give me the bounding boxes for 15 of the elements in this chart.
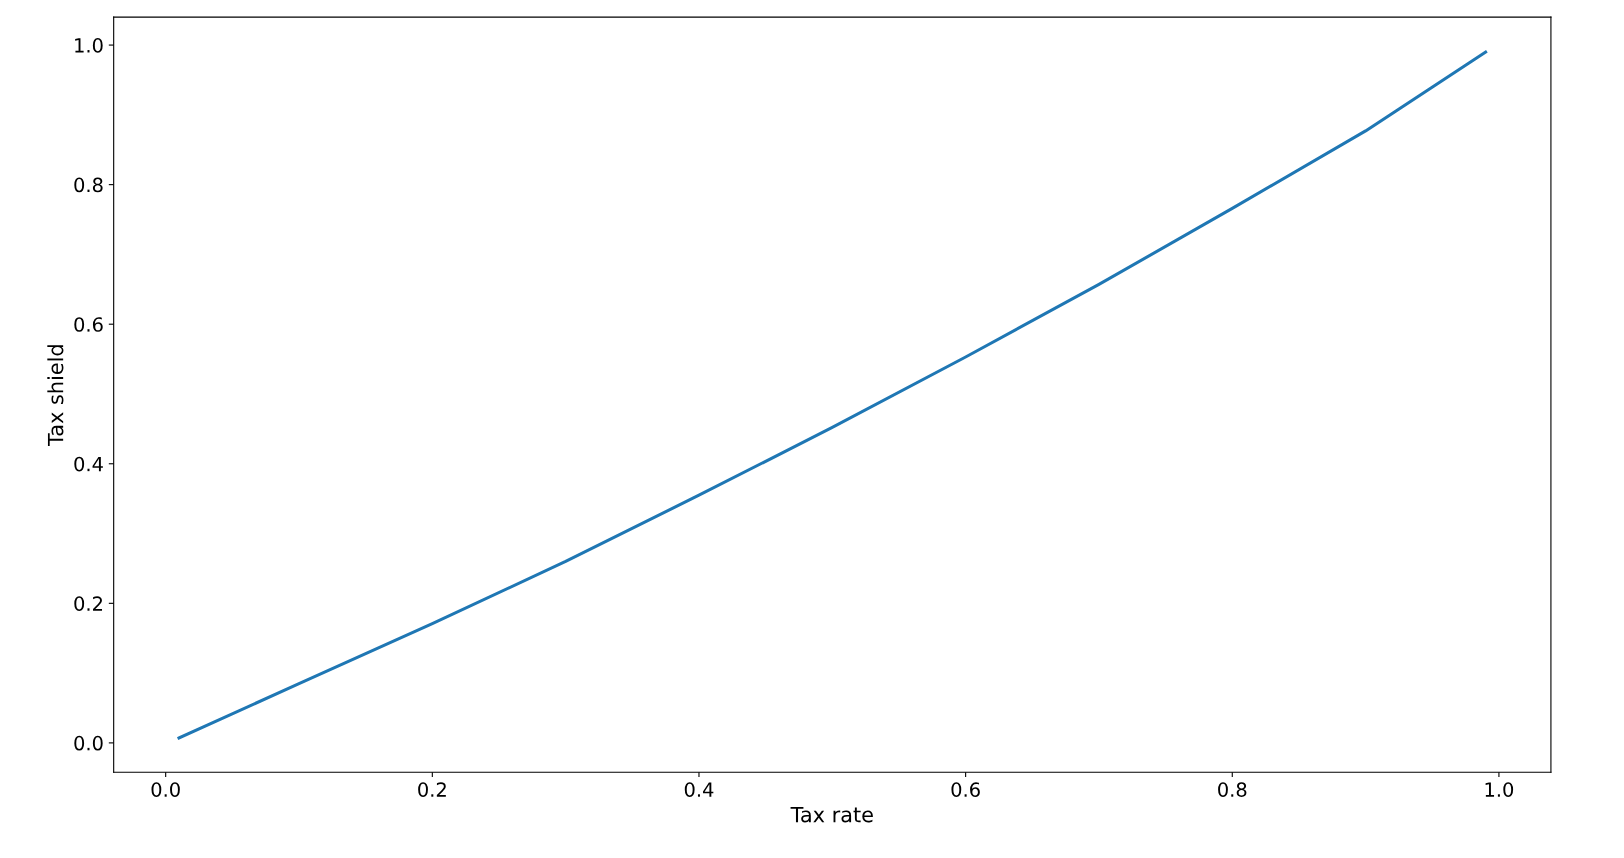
line-series bbox=[177, 50, 1488, 740]
x-tick-label: 0.6 bbox=[951, 782, 980, 797]
y-axis-title: Tax shield bbox=[47, 345, 64, 447]
y-tick-label: 0.0 bbox=[74, 735, 103, 751]
y-tick-label: 0.8 bbox=[74, 177, 103, 193]
y-tick-label: 0.6 bbox=[74, 317, 103, 332]
x-tick-label: 0.8 bbox=[1218, 782, 1247, 797]
y-tick-label: 0.2 bbox=[74, 596, 103, 611]
x-tick-label: 0.0 bbox=[151, 782, 180, 797]
y-tick-label: 1.0 bbox=[75, 38, 103, 53]
x-tick-label: 0.4 bbox=[684, 782, 714, 797]
x-tick-label: 1.0 bbox=[1485, 782, 1514, 797]
x-tick-label: 0.2 bbox=[418, 782, 446, 797]
y-tick-label: 0.4 bbox=[74, 456, 103, 472]
x-axis-title: Tax rate bbox=[790, 806, 873, 823]
